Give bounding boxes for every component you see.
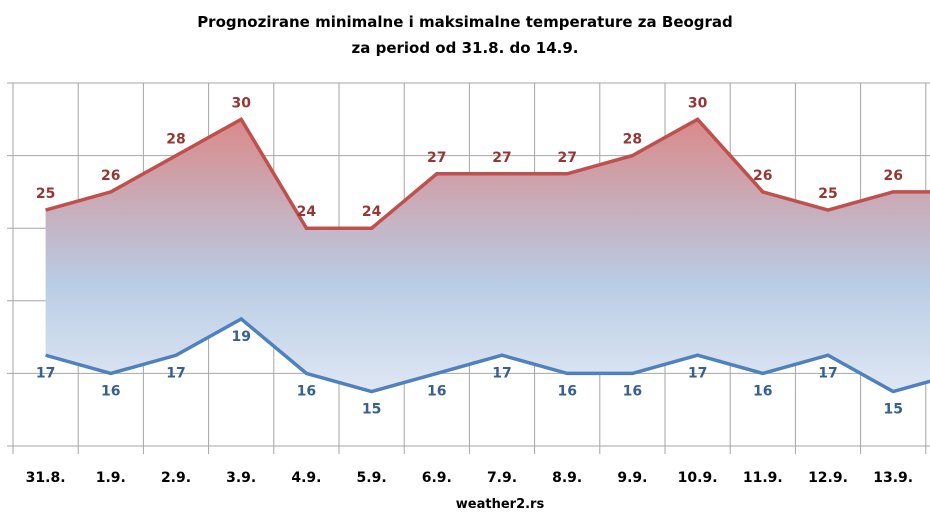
min-data-label: 16 xyxy=(623,383,642,399)
max-data-label: 25 xyxy=(36,186,55,202)
source-label: weather2.rs xyxy=(456,497,545,512)
max-data-label: 27 xyxy=(557,150,576,166)
max-data-label: 28 xyxy=(166,132,185,148)
x-tick-label: 9.9. xyxy=(617,470,647,486)
min-data-label: 17 xyxy=(492,365,511,381)
range-area xyxy=(45,119,930,392)
x-tick-label: 2.9. xyxy=(161,470,191,486)
max-data-label: 30 xyxy=(688,95,708,111)
x-tick-label: 8.9. xyxy=(552,470,582,486)
chart-title-line-1: Prognozirane minimalne i maksimalne temp… xyxy=(197,13,733,31)
x-tick-label: 13.9. xyxy=(873,470,913,486)
min-data-label: 15 xyxy=(883,402,902,418)
x-tick-label: 3.9. xyxy=(226,470,256,486)
min-data-label: 16 xyxy=(427,383,446,399)
x-axis-ticks: 31.8. 1.9. 2.9. 3.9. 4.9. 5.9. 6.9. 7.9. 8.9. 9.9… xyxy=(26,470,913,486)
max-data-label: 27 xyxy=(492,150,511,166)
x-tick-label: 4.9. xyxy=(291,470,321,486)
x-tick-label: 1.9. xyxy=(96,470,126,486)
min-data-label: 19 xyxy=(231,329,250,345)
max-temperature-line xyxy=(45,116,930,230)
min-data-label: 17 xyxy=(688,365,707,381)
range-fill xyxy=(45,119,930,392)
x-tick-label: 10.9. xyxy=(678,470,718,486)
max-data-label: 27 xyxy=(427,150,446,166)
min-data-label: 16 xyxy=(557,383,576,399)
x-tick-label: 5.9. xyxy=(357,470,387,486)
min-data-label: 16 xyxy=(753,383,772,399)
max-data-label: 24 xyxy=(362,204,382,220)
max-data-label: 26 xyxy=(101,168,120,184)
x-tick-label: 31.8. xyxy=(26,470,66,486)
max-data-label: 28 xyxy=(623,132,642,148)
min-temperature-line xyxy=(45,316,930,394)
min-data-label: 17 xyxy=(818,365,837,381)
series-lines xyxy=(45,116,930,394)
chart-title-line-2: za period od 31.8. do 14.9. xyxy=(352,39,579,57)
x-tick-label: 11.9. xyxy=(743,470,783,486)
max-data-label: 26 xyxy=(883,168,902,184)
min-data-label: 16 xyxy=(101,383,120,399)
max-data-label: 25 xyxy=(818,186,837,202)
max-data-label: 30 xyxy=(231,95,251,111)
max-data-label: 24 xyxy=(297,204,317,220)
min-data-label: 15 xyxy=(362,402,381,418)
max-data-label: 26 xyxy=(753,168,772,184)
min-data-label: 17 xyxy=(36,365,55,381)
min-data-label: 17 xyxy=(166,365,185,381)
x-tick-label: 12.9. xyxy=(808,470,848,486)
min-data-label: 16 xyxy=(297,383,316,399)
data-labels: 2526283024242727272830262526261716171916… xyxy=(36,95,903,418)
x-tick-label: 7.9. xyxy=(487,470,517,486)
x-tick-label: 6.9. xyxy=(422,470,452,486)
